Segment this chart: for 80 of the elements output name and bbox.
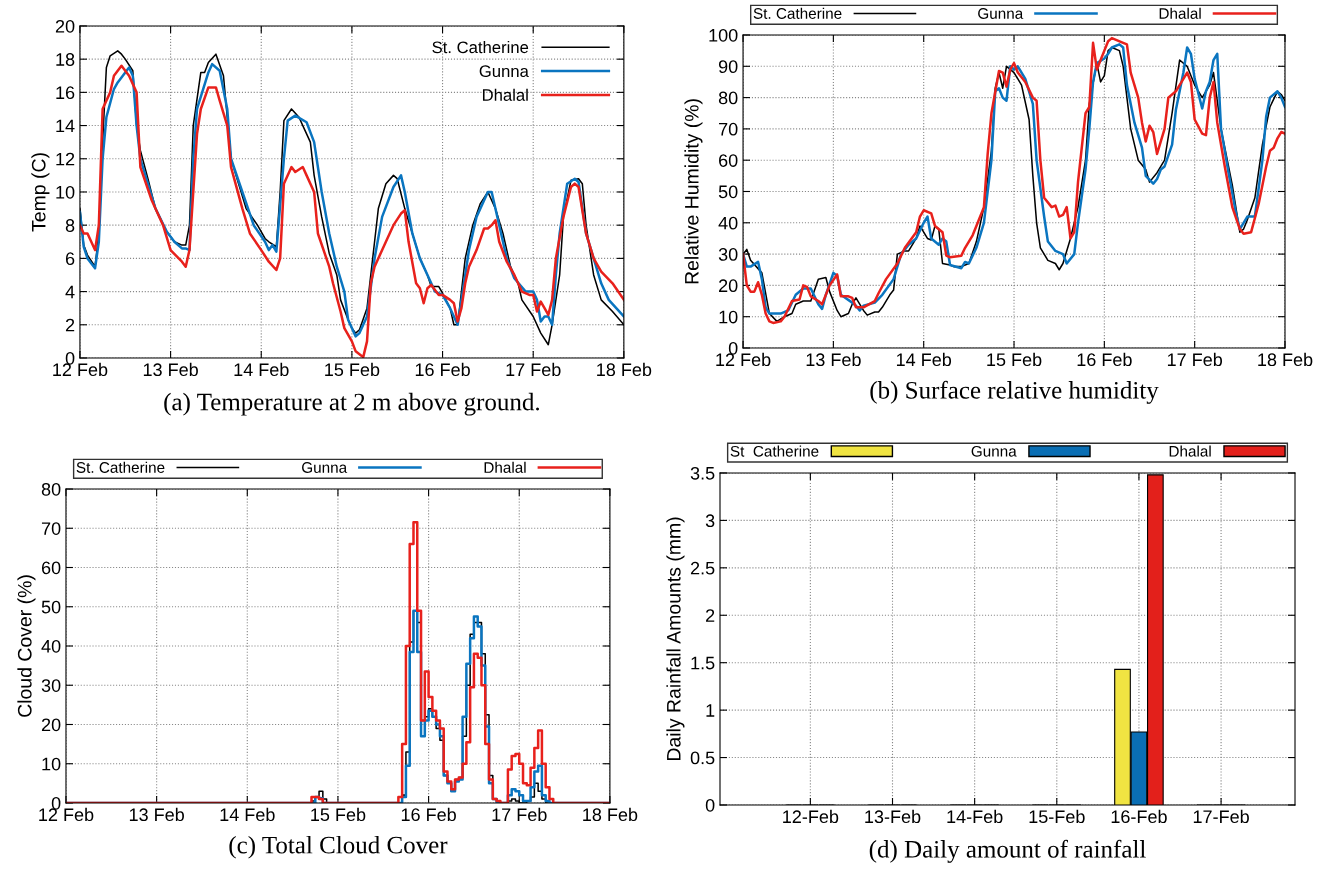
x-tick-label: 16 Feb: [1077, 352, 1132, 367]
x-tick-label: 14 Feb: [220, 807, 275, 822]
legend-label: Dhalal: [1159, 7, 1201, 19]
y-tick-label: 18: [56, 53, 75, 66]
x-tick-label: 14-Feb: [947, 809, 1003, 824]
y-tick-label: 40: [718, 216, 738, 230]
legend-label: Dhalal: [1169, 445, 1211, 457]
x-tick-label: 18 Feb: [1258, 352, 1313, 367]
x-tick-label: 14 Feb: [896, 352, 952, 367]
text: (a) Temperature at 2 m above ground.: [164, 392, 540, 416]
x-tick-label: 13 Feb: [129, 807, 184, 822]
y-tick-label: 4: [65, 285, 75, 299]
legend-label: Dhalal: [482, 88, 528, 101]
legend-label: Gunna: [978, 8, 1024, 19]
legend-label: St. Catherine: [753, 7, 842, 19]
x-tick-label: 13 Feb: [143, 362, 198, 377]
x-tick-label: 17 Feb: [506, 362, 561, 377]
y-tick-label: 0: [705, 798, 715, 812]
y-tick-label: 10: [719, 310, 738, 324]
legend-label: St. Catherine: [76, 461, 165, 473]
x-tick-label: 17 Feb: [1167, 352, 1223, 367]
x-tick-label: 15 Feb: [325, 362, 380, 377]
y-tick-label: 14: [56, 119, 75, 133]
legend-label: Dhalal: [484, 461, 526, 473]
x-tick-label: 17-Feb: [1193, 809, 1249, 824]
legend-label: Gunna: [302, 462, 348, 473]
x-tick-label: 14 Feb: [234, 362, 289, 377]
x-tick-label: 15-Feb: [1029, 809, 1085, 824]
y-tick-label: 8: [65, 219, 75, 232]
x-tick-label: 16 Feb: [401, 807, 456, 822]
y-tick-label: 80: [718, 91, 738, 105]
y-tick-label: 50: [718, 185, 738, 199]
y-axis-title: Relative Humidity (%): [684, 99, 703, 284]
y-tick-label: 100: [709, 28, 738, 42]
y-tick-label: 3: [705, 514, 715, 528]
y-tick-label: 16: [56, 86, 75, 100]
y-tick-label: 10: [56, 185, 75, 199]
y-tick-label: 80: [41, 482, 61, 496]
legend-label: Gunna: [971, 445, 1017, 457]
y-axis-title: Cloud Cover (%): [17, 575, 36, 717]
y-tick-label: 2: [65, 318, 75, 332]
y-tick-label: 2.5: [690, 561, 715, 575]
x-tick-label: 13 Feb: [806, 352, 861, 367]
text: (c) Total Cloud Cover: [229, 835, 448, 859]
legend-label: St. Catherine: [432, 40, 529, 54]
x-tick-label: 15 Feb: [987, 352, 1042, 367]
x-tick-label: 18 Feb: [583, 807, 638, 822]
y-axis-title: Daily Rainfall Amounts (mm): [666, 517, 685, 761]
y-tick-label: 0.5: [690, 751, 715, 765]
x-tick-label: 13-Feb: [865, 809, 921, 824]
text: (b) Surface relative humidity: [870, 380, 1159, 404]
y-tick-label: 60: [719, 154, 738, 167]
y-tick-label: 30: [718, 248, 738, 261]
y-tick-label: 30: [41, 679, 61, 692]
y-tick-label: 90: [718, 60, 738, 74]
y-tick-label: 6: [65, 252, 75, 266]
y-tick-label: 3.5: [690, 466, 715, 480]
legend-label: St Catherine: [730, 445, 819, 457]
y-tick-label: 12: [56, 152, 75, 166]
y-tick-label: 1.5: [691, 656, 715, 670]
y-tick-label: 20: [55, 19, 75, 33]
y-tick-label: 10: [42, 757, 61, 771]
x-tick-label: 17 Feb: [492, 807, 547, 822]
text: (d) Daily amount of rainfall: [869, 839, 1146, 863]
x-tick-label: 16-Feb: [1111, 809, 1167, 824]
y-tick-label: 40: [41, 639, 61, 653]
x-tick-label: 15 Feb: [311, 807, 366, 822]
y-tick-label: 50: [41, 600, 61, 614]
x-tick-label: 12-Feb: [783, 809, 839, 824]
y-tick-label: 20: [41, 718, 61, 732]
y-tick-label: 70: [719, 122, 738, 136]
legend-label: Gunna: [479, 65, 529, 78]
x-tick-label: 16 Feb: [415, 362, 470, 377]
y-tick-label: 20: [719, 279, 738, 293]
y-axis-title: Temp (C): [31, 153, 50, 232]
y-tick-label: 1: [706, 704, 715, 717]
y-tick-label: 2: [706, 609, 715, 622]
y-tick-label: 70: [41, 522, 61, 535]
x-tick-label: 18 Feb: [597, 362, 652, 377]
y-tick-label: 60: [41, 561, 61, 575]
